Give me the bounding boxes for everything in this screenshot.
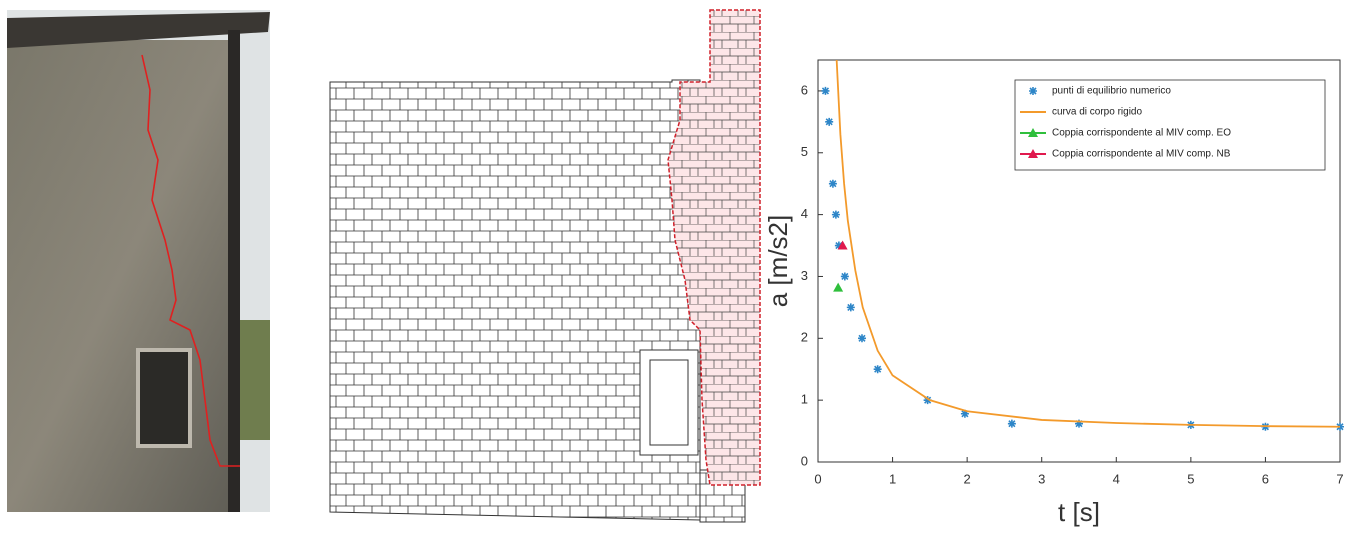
x-tick-label: 0 [814, 471, 821, 486]
point [832, 211, 840, 219]
figure: t [s] a [m/s2] 0 1 2 3 4 5 6 7 0 1 2 3 4 5 6 punti di e… [0, 0, 1347, 533]
legend-label: punti di equilibrio numerico [1052, 86, 1171, 97]
y-tick-label: 5 [801, 144, 808, 159]
y-tick-label: 4 [801, 206, 808, 221]
photo [7, 10, 270, 512]
masonry-drawing [330, 10, 760, 522]
point [858, 334, 866, 342]
y-tick-label: 0 [801, 453, 808, 468]
legend-label: curva di corpo rigido [1052, 107, 1142, 118]
x-tick-label: 7 [1336, 471, 1343, 486]
y-tick-label: 2 [801, 330, 808, 345]
point [829, 180, 837, 188]
x-tick-label: 3 [1038, 471, 1045, 486]
point [1008, 420, 1016, 428]
point [841, 272, 849, 280]
y-tick-label: 6 [801, 82, 808, 97]
x-tick-label: 4 [1113, 471, 1120, 486]
y-tick-label: 1 [801, 392, 808, 407]
x-tick-label: 5 [1187, 471, 1194, 486]
y-tick-label: 3 [801, 268, 808, 283]
x-tick-label: 6 [1262, 471, 1269, 486]
point [1029, 87, 1037, 95]
legend-label: Coppia corrispondente al MIV comp. NB [1052, 149, 1231, 160]
x-tick-label: 2 [964, 471, 971, 486]
x-axis-label: t [s] [1058, 497, 1100, 527]
x-tick-label: 1 [889, 471, 896, 486]
legend-label: Coppia corrispondente al MIV comp. EO [1052, 128, 1231, 139]
y-axis-label: a [m/s2] [763, 215, 793, 307]
point [874, 365, 882, 373]
point [847, 303, 855, 311]
point [825, 118, 833, 126]
point [821, 87, 829, 95]
